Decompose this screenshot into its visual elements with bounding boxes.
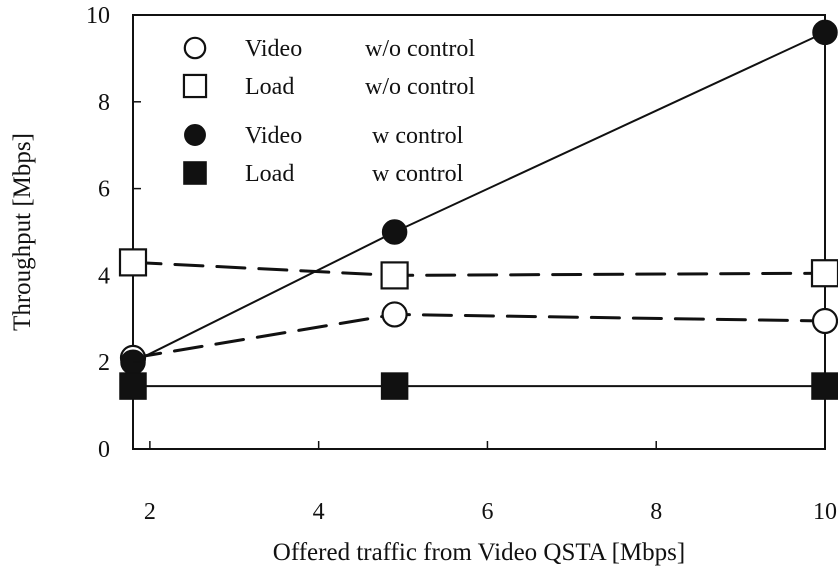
legend-condition-series-3: w control xyxy=(372,123,464,149)
x-tick-label: 2 xyxy=(144,499,156,525)
series-line-3 xyxy=(132,31,826,364)
y-tick-label: 2 xyxy=(98,350,110,376)
legend-marker-series-2 xyxy=(182,73,208,99)
plot-frame-layer xyxy=(132,14,826,450)
legend-marker-series-1 xyxy=(183,36,207,60)
data-point-series-1-point-2 xyxy=(381,301,408,328)
legend-layer: Video w/o control Load w/o control Video w co… xyxy=(182,36,475,187)
x-tick-label: 4 xyxy=(313,499,325,525)
x-tick-label: 6 xyxy=(481,499,493,525)
data-point-series-4-point-2 xyxy=(380,372,409,400)
data-point-series-4-point-3 xyxy=(811,372,838,400)
y-tick-label: 6 xyxy=(98,177,110,203)
series-line-2 xyxy=(131,260,827,277)
data-point-series-3-point-2 xyxy=(381,219,408,245)
legend-marker-series-3 xyxy=(184,124,206,146)
legend-marker-series-4 xyxy=(183,161,207,185)
series-line-1 xyxy=(131,312,827,360)
legend-condition-series-4: w control xyxy=(372,161,464,187)
y-tick-label: 10 xyxy=(86,3,110,29)
series-layer xyxy=(118,19,838,400)
x-tick-label: 8 xyxy=(650,499,662,525)
x-tick-label: 10 xyxy=(813,499,837,525)
legend-label-series-3: Video xyxy=(245,123,302,149)
data-point-series-1-point-3 xyxy=(811,307,838,335)
plot-border xyxy=(132,14,826,450)
x-axis-label: Offered traffic from Video QSTA [Mbps] xyxy=(273,539,685,566)
y-tick-label: 0 xyxy=(98,437,110,463)
data-point-series-4-point-1 xyxy=(119,372,147,400)
data-point-series-3-point-3 xyxy=(812,19,838,46)
legend-condition-series-2: w/o control xyxy=(365,74,475,100)
y-tick-label: 8 xyxy=(98,90,110,116)
data-point-series-2-point-3 xyxy=(810,259,838,288)
y-axis-label: Throughput [Mbps] xyxy=(9,133,36,331)
legend-label-series-2: Load xyxy=(245,74,294,100)
data-point-series-2-point-2 xyxy=(380,261,409,290)
legend-condition-series-1: w/o control xyxy=(365,36,475,62)
legend-label-series-1: Video xyxy=(245,36,302,62)
y-tick-label: 4 xyxy=(98,263,110,289)
legend-label-series-4: Load xyxy=(245,161,294,187)
axis-layer: 0 2 4 6 8 10 2 4 6 8 10 Offered traffic from Video … xyxy=(9,3,837,566)
data-point-series-2-point-1 xyxy=(118,248,148,277)
